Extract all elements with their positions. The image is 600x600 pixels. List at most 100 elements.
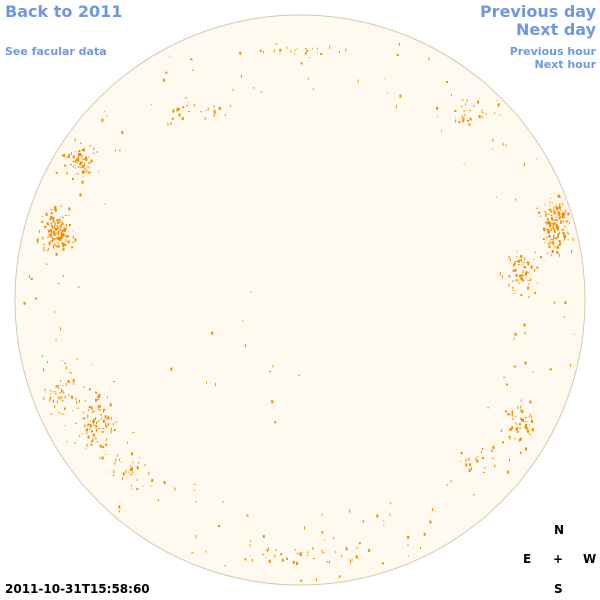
active-region-mark <box>545 221 546 223</box>
active-region-mark <box>36 238 39 242</box>
active-region-mark <box>128 471 130 473</box>
compass-east-label: E <box>523 552 532 566</box>
active-region-mark <box>53 238 55 242</box>
active-region-mark <box>501 275 503 279</box>
active-region-mark <box>82 386 85 388</box>
active-region-mark <box>97 405 100 408</box>
previous-day-link[interactable]: Previous day <box>479 2 596 21</box>
active-region-mark <box>193 483 196 485</box>
active-region-mark <box>548 230 550 232</box>
active-region-mark <box>555 209 557 211</box>
active-region-mark <box>78 150 81 153</box>
active-region-mark <box>91 364 93 366</box>
active-region-mark <box>529 414 531 416</box>
facular-data-link[interactable]: See facular data <box>5 45 107 58</box>
active-region-mark <box>132 432 135 434</box>
active-region-mark <box>64 227 67 231</box>
active-region-mark <box>335 551 337 554</box>
active-region-mark <box>275 43 278 45</box>
active-region-mark <box>399 94 402 98</box>
active-region-mark <box>312 547 314 550</box>
active-region-mark <box>62 247 65 251</box>
back-to-year-link[interactable]: Back to 2011 <box>5 2 123 21</box>
compass-north-label: N <box>554 523 565 537</box>
active-region-mark <box>23 301 26 305</box>
active-region-mark <box>83 170 86 173</box>
compass-west-label: W <box>583 552 597 566</box>
active-region-mark <box>525 421 528 423</box>
active-region-mark <box>555 224 558 227</box>
active-region-mark <box>213 110 216 114</box>
previous-hour-link[interactable]: Previous hour <box>509 45 596 58</box>
active-region-mark <box>267 547 269 551</box>
active-region-mark <box>357 79 359 83</box>
active-region-mark <box>92 433 95 437</box>
active-region-mark <box>505 144 507 147</box>
active-region-mark <box>81 161 84 163</box>
active-region-mark <box>476 459 479 463</box>
active-region-mark <box>129 468 132 472</box>
active-region-mark <box>525 423 528 427</box>
active-region-mark <box>522 261 525 263</box>
active-region-mark <box>172 109 175 113</box>
active-region-mark <box>43 246 45 249</box>
active-region-mark <box>48 230 51 233</box>
active-region-mark <box>527 279 530 281</box>
active-region-mark <box>560 216 562 218</box>
active-region-mark <box>557 229 558 231</box>
active-region-mark <box>89 428 91 430</box>
active-region-mark <box>553 236 555 240</box>
active-region-mark <box>98 406 100 410</box>
active-region-mark <box>105 454 107 455</box>
active-region-mark <box>555 219 558 222</box>
active-region-mark <box>138 457 140 459</box>
active-region-mark <box>60 205 63 207</box>
active-region-mark <box>106 471 108 473</box>
compass-south-label: S <box>554 582 563 596</box>
active-region-mark <box>508 275 511 278</box>
active-region-mark <box>455 117 456 119</box>
active-region-mark <box>74 138 76 142</box>
active-region-mark <box>50 234 52 238</box>
active-region-mark <box>383 524 385 526</box>
active-region-mark <box>63 392 65 393</box>
active-region-mark <box>75 151 77 152</box>
active-region-mark <box>301 554 302 557</box>
active-region-mark <box>463 110 466 112</box>
active-region-mark <box>520 254 523 258</box>
next-hour-link[interactable]: Next hour <box>534 58 597 71</box>
active-region-mark <box>91 411 93 414</box>
active-region-mark <box>187 101 189 103</box>
active-region-mark <box>118 505 121 509</box>
active-region-mark <box>558 240 561 243</box>
next-day-link[interactable]: Next day <box>516 20 596 39</box>
active-region-mark <box>92 421 95 423</box>
active-region-mark <box>51 232 53 234</box>
active-region-mark <box>61 229 64 233</box>
active-region-mark <box>53 232 55 235</box>
active-region-mark <box>53 209 55 211</box>
active-region-mark <box>77 286 80 288</box>
active-region-mark <box>50 215 53 219</box>
active-region-mark <box>389 513 391 516</box>
active-region-mark <box>81 180 84 184</box>
active-region-mark <box>88 409 90 412</box>
active-region-mark <box>552 209 555 211</box>
active-region-mark <box>211 331 214 335</box>
active-region-mark <box>122 477 123 481</box>
active-region-mark <box>555 213 557 215</box>
active-region-mark <box>55 237 58 239</box>
active-region-mark <box>461 115 463 119</box>
active-region-mark <box>536 158 538 160</box>
active-region-mark <box>520 410 522 412</box>
observation-timestamp: 2011-10-31T15:58:60 <box>5 582 150 596</box>
active-region-mark <box>557 225 559 228</box>
active-region-mark <box>462 119 465 123</box>
active-region-mark <box>44 226 47 229</box>
active-region-mark <box>526 261 529 264</box>
active-region-mark <box>492 138 494 142</box>
active-region-mark <box>508 283 510 287</box>
active-region-mark <box>530 265 533 269</box>
active-region-mark <box>550 211 553 213</box>
active-region-mark <box>66 441 68 443</box>
